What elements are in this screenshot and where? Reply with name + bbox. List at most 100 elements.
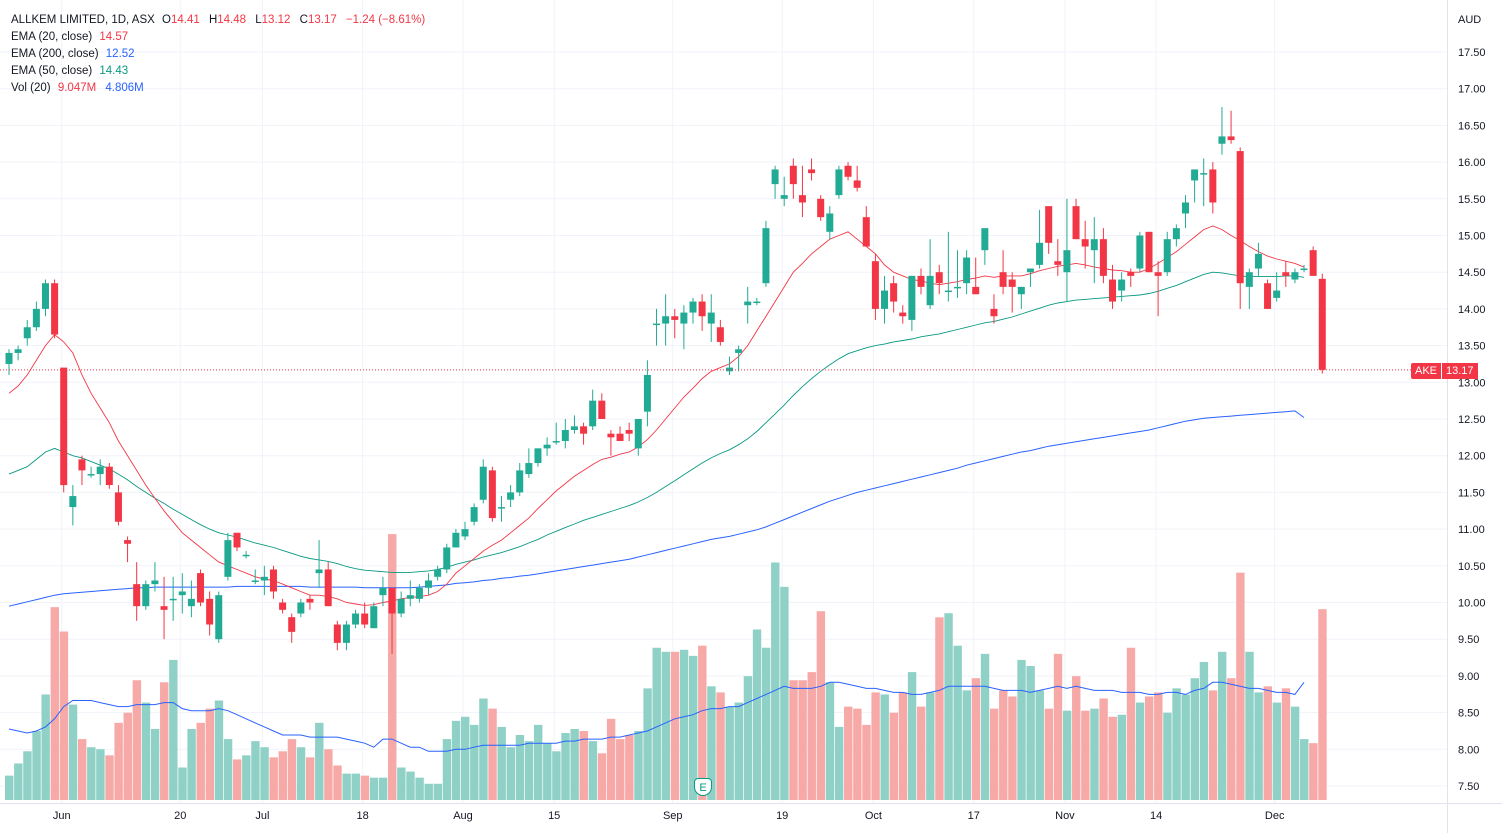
candle-body: [689, 301, 697, 313]
volume-bar: [233, 759, 242, 800]
candle-body: [1036, 242, 1044, 265]
candle-body: [1163, 239, 1171, 273]
y-tick-label: 11.00: [1458, 524, 1485, 536]
candle-body: [14, 349, 22, 353]
volume-bar: [698, 645, 707, 800]
last-price-value: 13.17: [1441, 363, 1478, 379]
candle-body: [771, 169, 779, 185]
legend-close-label: C: [299, 14, 308, 26]
volume-bar: [616, 739, 625, 800]
candle-body: [507, 492, 515, 500]
volume-bar: [123, 712, 132, 800]
candle-body: [178, 591, 186, 596]
candle-body: [242, 554, 250, 557]
volume-bar: [980, 653, 990, 800]
volume-bar: [59, 631, 69, 800]
volume-bar: [561, 733, 570, 800]
legend-volume-value: 9.047M: [57, 82, 97, 94]
x-tick-label: Aug: [453, 810, 473, 822]
volume-bar: [150, 728, 160, 800]
volume-bar: [570, 728, 579, 800]
volume-bar: [1126, 647, 1136, 800]
volume-bar: [278, 751, 287, 800]
legend-ema50-row[interactable]: EMA (50, close) 14.43: [11, 63, 425, 80]
volume-bar: [351, 773, 360, 800]
candle-body: [935, 272, 943, 284]
candle-body: [826, 213, 834, 232]
candle-body: [78, 459, 86, 471]
volume-bar: [816, 611, 826, 800]
candle-body: [60, 367, 68, 486]
candle-body: [251, 580, 259, 582]
legend-ema200-row[interactable]: EMA (200, close) 12.52: [11, 46, 425, 63]
candle-body: [1245, 272, 1253, 287]
candle-body: [680, 312, 688, 324]
legend-volume-row[interactable]: Vol (20) 9.047M 4.806M: [11, 80, 425, 97]
candle-body: [890, 283, 898, 302]
candle-body: [534, 448, 542, 464]
candle-body: [388, 587, 396, 614]
volume-bar: [661, 651, 671, 800]
candle-body: [580, 426, 588, 434]
candle-body: [1318, 278, 1326, 370]
candle-body: [315, 569, 323, 574]
candle-body: [324, 569, 332, 607]
volume-bar: [160, 682, 169, 800]
candle-body: [753, 301, 761, 304]
candle-body: [862, 217, 870, 247]
candle-body: [133, 584, 141, 607]
candle-body: [1072, 206, 1080, 240]
earnings-badge[interactable]: E: [694, 778, 712, 796]
volume-bar: [1163, 712, 1172, 800]
legend-open-label: O: [162, 14, 171, 26]
volume-bar: [251, 741, 260, 800]
candle-body: [716, 327, 724, 342]
candle-body: [1136, 235, 1144, 269]
volume-bar: [50, 607, 59, 800]
volume-bar: [889, 712, 899, 800]
candle-body: [798, 195, 806, 203]
volume-bar: [223, 739, 233, 800]
volume-bar: [807, 672, 816, 800]
volume-bar: [670, 651, 680, 800]
y-tick-label: 13.50: [1458, 341, 1486, 353]
candle-body: [1118, 279, 1126, 291]
volume-bar: [780, 586, 789, 800]
y-tick-label: 9.00: [1458, 671, 1479, 683]
legend-ema20-row[interactable]: EMA (20, close) 14.57: [11, 29, 425, 46]
candle-body: [1200, 173, 1208, 175]
volume-bar: [32, 730, 41, 800]
candle-body: [96, 466, 104, 475]
candle-body: [789, 165, 797, 185]
volume-bar: [378, 777, 388, 800]
candle-body: [926, 275, 934, 306]
candle-body: [625, 430, 633, 434]
last-price-tag: AKE 13.17: [1411, 363, 1478, 379]
volume-bar: [1072, 676, 1081, 800]
candle-body: [1309, 250, 1317, 276]
candle-body: [1109, 279, 1117, 302]
volume-bar: [917, 706, 926, 800]
y-tick-label: 14.50: [1458, 267, 1486, 279]
volume-bar: [451, 720, 461, 800]
candle-body: [1291, 272, 1299, 280]
candle-body: [1145, 231, 1153, 273]
volume-bar: [716, 692, 725, 800]
candle-body: [279, 602, 287, 610]
legend-low-value: 13.12: [261, 14, 291, 26]
candle-body: [1099, 239, 1107, 276]
y-tick-label: 13.00: [1458, 377, 1486, 389]
volume-bar: [989, 708, 999, 800]
candle-body: [297, 602, 305, 614]
volume-bar: [743, 676, 753, 800]
volume-bar: [87, 747, 96, 800]
volume-bar: [442, 739, 452, 800]
candle-body: [1300, 268, 1308, 271]
candle-body: [415, 587, 423, 599]
chart-legend: ALLKEM LIMITED, 1D, ASX O14.41 H14.48 L1…: [11, 12, 425, 97]
volume-bar: [114, 722, 123, 800]
ema200-line: [8, 410, 1305, 607]
x-tick-label: 19: [776, 810, 788, 822]
